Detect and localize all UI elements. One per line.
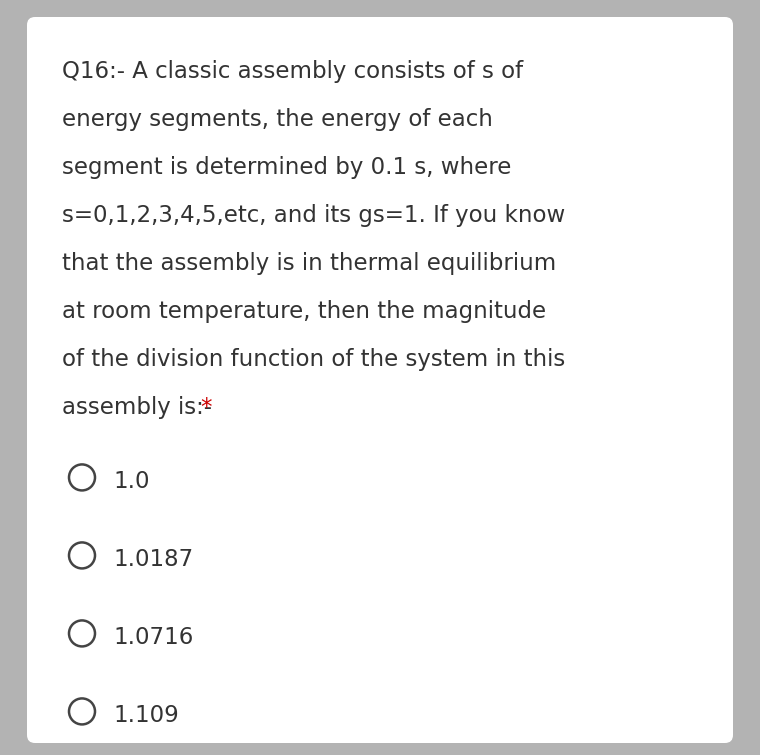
- Text: 1.0187: 1.0187: [113, 548, 193, 571]
- Text: Q16:- A classic assembly consists of s of: Q16:- A classic assembly consists of s o…: [62, 60, 523, 83]
- Text: 1.0716: 1.0716: [113, 626, 193, 649]
- FancyBboxPatch shape: [27, 17, 733, 743]
- Text: s=0,1,2,3,4,5,etc, and its gs=1. If you know: s=0,1,2,3,4,5,etc, and its gs=1. If you …: [62, 204, 565, 227]
- Text: energy segments, the energy of each: energy segments, the energy of each: [62, 108, 493, 131]
- Text: 1.109: 1.109: [113, 704, 179, 727]
- Text: assembly is:-: assembly is:-: [62, 396, 219, 419]
- Text: that the assembly is in thermal equilibrium: that the assembly is in thermal equilibr…: [62, 252, 556, 275]
- Text: segment is determined by 0.1 s, where: segment is determined by 0.1 s, where: [62, 156, 511, 179]
- Text: *: *: [201, 396, 212, 419]
- Text: 1.0: 1.0: [113, 470, 150, 493]
- Text: at room temperature, then the magnitude: at room temperature, then the magnitude: [62, 300, 546, 323]
- Text: of the division function of the system in this: of the division function of the system i…: [62, 348, 565, 371]
